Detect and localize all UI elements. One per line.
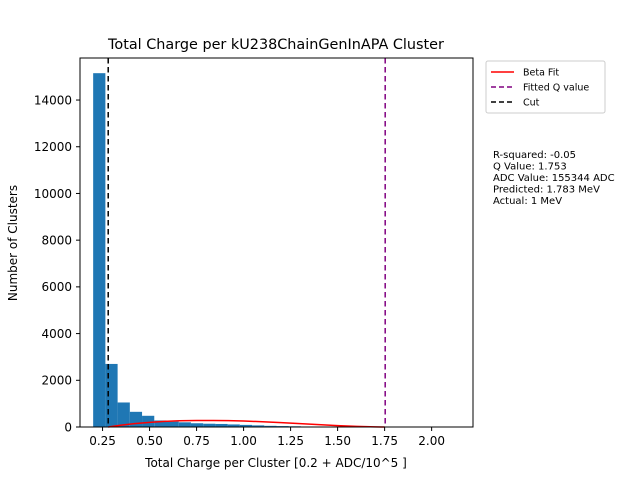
y-axis: 0 2000 4000 6000 8000 10000 12000 14000 bbox=[34, 93, 80, 434]
y-tick-label: 14000 bbox=[34, 93, 72, 107]
x-tick-label: 0.25 bbox=[89, 434, 116, 448]
chart-title: Total Charge per kU238ChainGenInAPA Clus… bbox=[107, 37, 444, 53]
legend-entry-beta-fit: Beta Fit bbox=[491, 68, 559, 79]
stat-adc-value: ADC Value: 155344 ADC bbox=[493, 173, 615, 184]
histogram-bar-3 bbox=[129, 411, 143, 427]
x-tick-label: 1.50 bbox=[324, 434, 351, 448]
stats-annotation: R-squared: -0.05 Q Value: 1.753 ADC Valu… bbox=[493, 150, 615, 207]
beta-fit-curve bbox=[108, 419, 385, 428]
histogram-bars bbox=[93, 73, 460, 428]
histogram-bar-6 bbox=[166, 421, 179, 427]
histogram-bar-14 bbox=[264, 425, 277, 427]
plot-frame bbox=[79, 57, 474, 428]
x-tick-label: 1.75 bbox=[371, 434, 398, 448]
y-tick-label: 4000 bbox=[41, 327, 72, 341]
stat-actual: Actual: 1 MeV bbox=[493, 196, 562, 207]
histogram-bar-12 bbox=[239, 424, 253, 427]
histogram-bar-1 bbox=[105, 363, 118, 427]
reference-lines bbox=[107, 58, 386, 427]
x-tick-label: 1.25 bbox=[277, 434, 304, 448]
histogram-bar-0 bbox=[93, 73, 106, 428]
x-tick-label: 2.00 bbox=[418, 434, 445, 448]
legend: Beta Fit Fitted Q value Cut bbox=[485, 60, 606, 114]
histogram-bar-9 bbox=[203, 423, 216, 427]
legend-entry-fitted-q: Fitted Q value bbox=[491, 83, 589, 94]
histogram-bar-2 bbox=[117, 402, 130, 427]
legend-label-cut: Cut bbox=[523, 98, 540, 109]
stat-r-squared: R-squared: -0.05 bbox=[493, 150, 576, 161]
y-tick-label: 12000 bbox=[34, 140, 72, 154]
y-tick-label: 2000 bbox=[41, 374, 72, 388]
histogram-bar-11 bbox=[227, 424, 240, 427]
legend-label-fitted-q: Fitted Q value bbox=[523, 83, 589, 94]
legend-label-beta-fit: Beta Fit bbox=[523, 68, 559, 79]
y-tick-label: 6000 bbox=[41, 280, 72, 294]
histogram-bar-8 bbox=[190, 423, 204, 427]
x-tick-label: 1.00 bbox=[230, 434, 257, 448]
y-tick-label: 8000 bbox=[41, 233, 72, 247]
legend-entry-cut: Cut bbox=[491, 98, 540, 109]
y-axis-label: Number of Clusters bbox=[6, 185, 20, 301]
y-tick-label: 10000 bbox=[34, 187, 72, 201]
fit-layer bbox=[108, 419, 385, 428]
legend-box bbox=[485, 60, 606, 114]
x-tick-label: 0.50 bbox=[136, 434, 163, 448]
histogram-bar-5 bbox=[154, 420, 167, 427]
histogram-bar-4 bbox=[142, 415, 155, 427]
stat-q-value: Q Value: 1.753 bbox=[493, 162, 567, 173]
histogram-bar-13 bbox=[252, 425, 265, 427]
x-tick-label: 0.75 bbox=[183, 434, 210, 448]
stat-predicted: Predicted: 1.783 MeV bbox=[493, 185, 600, 196]
x-axis: 0.25 0.50 0.75 1.00 1.25 1.50 1.75 2.00 bbox=[89, 427, 445, 448]
histogram-bar-10 bbox=[215, 423, 228, 427]
y-tick-label: 0 bbox=[64, 420, 72, 434]
histogram-bar-7 bbox=[178, 422, 191, 427]
x-axis-label: Total Charge per Cluster [0.2 + ADC/10^5… bbox=[144, 456, 407, 470]
